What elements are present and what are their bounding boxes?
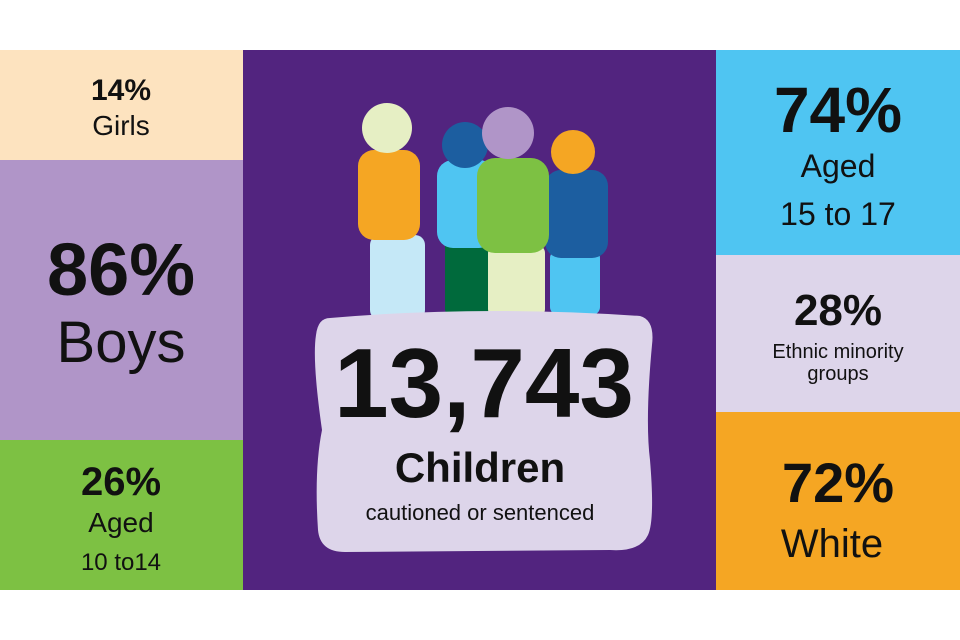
age-15-17-panel xyxy=(716,50,960,255)
count-value: 13,743 xyxy=(334,328,634,438)
stat-label: White xyxy=(781,522,883,566)
stat-label: Aged xyxy=(88,507,153,538)
stat-label: groups xyxy=(807,363,868,385)
age-10-14-panel xyxy=(0,440,243,590)
boys-panel xyxy=(0,160,243,440)
stat-label: 15 to 17 xyxy=(780,196,896,232)
stat-label: Ethnic minority xyxy=(772,341,903,363)
stat-value: 74% xyxy=(774,74,902,146)
stat-label: Boys xyxy=(57,310,186,375)
people-illustration xyxy=(358,103,608,320)
white-panel xyxy=(716,412,960,590)
stat-value: 28% xyxy=(794,286,882,335)
stat-label: 10 to14 xyxy=(81,549,161,576)
stat-value: 26% xyxy=(81,460,161,504)
stat-value: 14% xyxy=(91,74,151,107)
stat-label: Aged xyxy=(801,148,876,184)
stat-value: 86% xyxy=(47,228,195,311)
count-sublabel: cautioned or sentenced xyxy=(366,500,595,525)
girls-panel xyxy=(0,50,243,160)
count-badge xyxy=(314,310,653,552)
ethnic-minority-panel xyxy=(716,255,960,412)
stat-value: 72% xyxy=(782,451,894,514)
stat-label: Girls xyxy=(92,110,150,141)
count-label: Children xyxy=(395,444,565,491)
